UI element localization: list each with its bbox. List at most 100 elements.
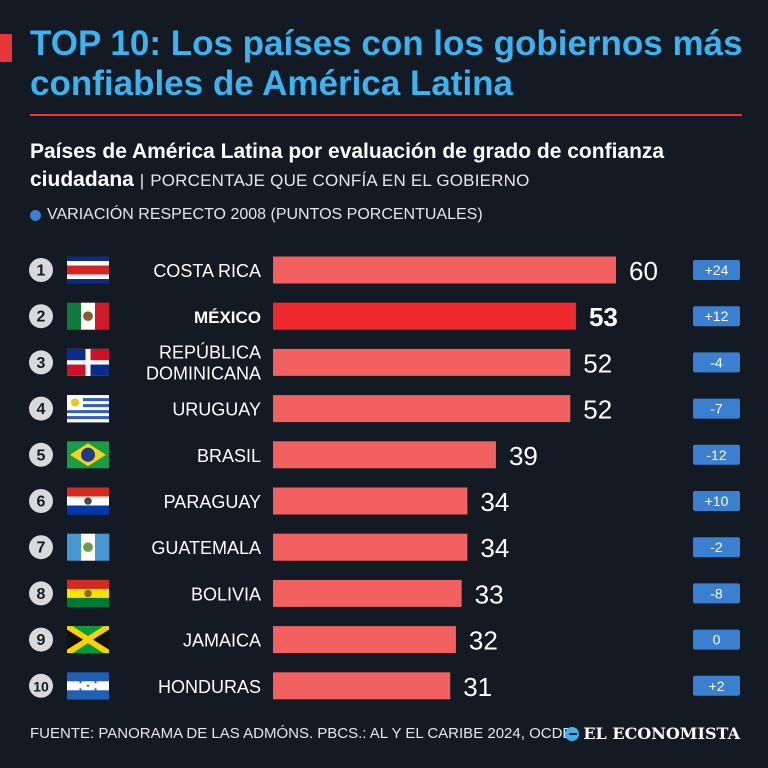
bar [273,533,468,561]
country-label: JAMAICA [183,631,261,651]
honduras-flag-icon [67,672,109,700]
dominican-republic-flag-icon [67,348,109,376]
change-label: -4 [710,354,723,370]
subtitle-separator: | [139,171,145,190]
bar-row: 8 BOLIVIA 33 -8 [29,579,740,609]
bar [273,348,571,376]
rank-circle [29,535,53,560]
bar-row: 1 COSTA RICA 60 +24 [29,256,740,286]
bar [273,487,468,515]
rank-number: 2 [37,309,46,326]
change-badge [693,675,740,696]
bar [273,672,451,700]
value-label: 52 [583,348,612,378]
uruguay-flag-icon [67,395,109,423]
bar-row: 10 HONDURAS 31 +2 [29,672,740,702]
value-label: 34 [480,487,509,517]
chart-subtitle: Países de América Latina por evaluación … [30,138,750,195]
bar [273,395,571,423]
rank-number: 7 [37,540,46,557]
bar [273,579,462,607]
change-badge [693,398,740,419]
rank-circle [29,581,53,606]
change-badge [693,444,740,465]
country-label: GUATEMALA [151,538,261,558]
change-badge [693,583,740,604]
paraguay-flag-icon [67,487,109,515]
legend-dot-icon [30,209,41,221]
rank-number: 3 [37,355,46,372]
value-label: 33 [475,579,504,609]
legend: VARIACIÓN RESPECTO 2008 (PUNTOS PORCENTU… [30,206,483,224]
change-label: +2 [709,678,725,694]
legend-label: VARIACIÓN RESPECTO 2008 (PUNTOS PORCENTU… [47,206,483,223]
subtitle-bold: Países de América Latina por evaluación … [30,140,665,191]
change-badge [693,352,740,373]
change-badge [693,629,740,650]
change-badge [693,491,740,511]
source-note: FUENTE: PANORAMA DE LAS ADMÓNS. PBCS.: A… [30,725,573,742]
change-badge [693,260,740,280]
publisher-logo: EL ECONOMISTA [565,724,740,743]
country-label: BOLIVIA [191,584,261,604]
change-label: -7 [710,401,723,417]
bar-row: 3 REPÚBLICA DOMINICANA 52 -4 [29,341,740,383]
value-label: 31 [463,672,492,702]
rank-circle [29,627,53,652]
logo-icon [565,726,580,741]
change-label: +24 [705,262,729,278]
bar [273,302,576,330]
change-label: +10 [705,493,729,509]
rank-circle [29,304,53,329]
rank-number: 8 [37,586,46,603]
change-label: -8 [710,585,723,601]
subtitle-unit: PORCENTAJE QUE CONFÍA EN EL GOBIERNO [150,171,530,190]
bar-row: 4 URUGUAY 52 -7 [29,395,740,425]
jamaica-flag-icon [67,626,109,654]
country-label: COSTA RICA [153,261,261,281]
bar-row: 5 BRASIL 39 -12 [29,441,740,471]
value-label: 32 [469,626,498,656]
guatemala-flag-icon [67,533,110,561]
value-label: 60 [629,256,658,286]
title-accent-bar [0,34,12,62]
bar [273,626,456,654]
country-label: HONDURAS [158,677,261,697]
rank-circle [29,258,53,282]
chart-title: TOP 10: Los países con los gobiernos más… [30,24,743,103]
change-label: -2 [710,539,723,555]
country-label: MÉXICO [194,308,261,327]
rank-number: 9 [37,632,46,649]
rank-number: 10 [33,678,49,694]
rank-number: 1 [37,263,46,280]
value-label: 52 [583,395,612,425]
rank-circle [29,350,53,375]
change-label: 0 [713,632,721,648]
change-label: +12 [705,308,729,324]
bar-row: 2 MÉXICO 53 +12 [29,302,740,332]
change-badge [693,306,740,327]
bolivia-flag-icon [67,579,109,608]
bar-row: 7 GUATEMALA 34 -2 [29,533,740,563]
bar [273,256,616,284]
rank-number: 5 [37,447,46,464]
mexico-flag-icon [67,302,110,330]
rank-circle [29,442,53,467]
country-label: URUGUAY [172,400,261,420]
costa-rica-flag-icon [67,256,109,284]
country-label: REPÚBLICA DOMINICANA [146,341,261,383]
value-label: 53 [589,302,618,332]
change-label: -12 [706,447,726,463]
brazil-flag-icon [67,441,109,469]
country-label: PARAGUAY [164,492,261,512]
country-label: BRASIL [197,446,261,466]
value-label: 39 [509,441,538,471]
rank-circle [29,489,53,513]
rank-circle [29,396,53,421]
rank-number: 4 [37,401,46,418]
bar-row: 6 PARAGUAY 34 +10 [29,487,740,517]
rank-number: 6 [37,494,46,511]
rank-circle [29,673,53,698]
logo-text: EL ECONOMISTA [583,724,740,743]
